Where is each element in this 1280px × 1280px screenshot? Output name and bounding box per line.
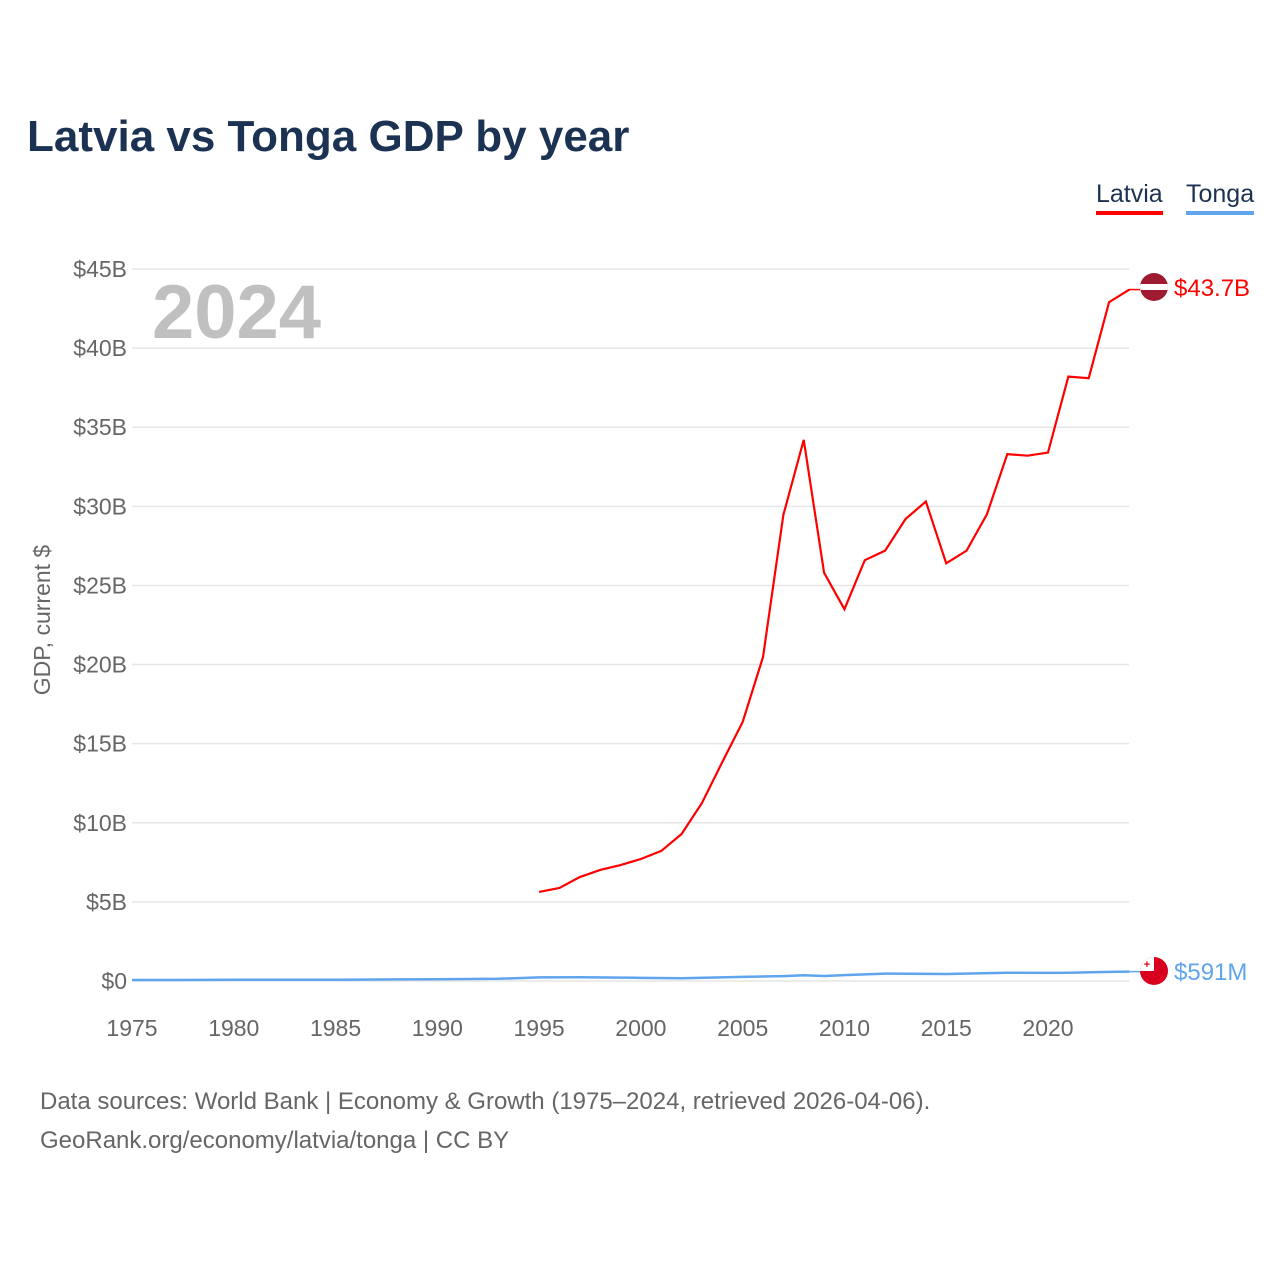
legend-tonga[interactable]: Tonga [1186,180,1255,215]
end-label-latvia: $43.7B [1174,275,1250,302]
source-text: Data sources: World Bank | Economy & Gro… [40,1088,931,1115]
year-watermark: 2024 [152,270,321,355]
y-tick-label: $40B [73,335,127,361]
x-tick-label: 2005 [717,1015,768,1041]
x-tick-label: 1995 [514,1015,565,1041]
y-tick-label: $45B [73,256,127,282]
y-tick-label: $15B [73,731,127,757]
y-tick-label: $10B [73,810,127,836]
y-tick-label: $0 [101,968,127,994]
y-tick-label: $30B [73,493,127,519]
y-axis-label: GDP, current $ [29,545,55,696]
legend-latvia[interactable]: Latvia [1096,180,1163,215]
x-tick-label: 1990 [412,1015,463,1041]
series-line-latvia [538,288,1131,894]
x-tick-label: 1985 [310,1015,361,1041]
y-tick-label: $35B [73,414,127,440]
x-tick-label: 2010 [819,1015,870,1041]
flag-cross: + [1144,959,1150,971]
x-tick-label: 2000 [615,1015,666,1041]
x-tick-label: 2020 [1022,1015,1073,1041]
x-tick-label: 1980 [208,1015,259,1041]
series-line-tonga [132,970,1130,982]
y-tick-label: $25B [73,572,127,598]
y-tick-label: $20B [73,652,127,678]
footer: Data sources: World Bank | Economy & Gro… [40,1082,930,1160]
end-label-tonga: $591M [1174,959,1247,986]
source-link[interactable]: GeoRank.org/economy/latvia/tonga | CC BY [40,1127,510,1154]
x-tick-label: 1975 [106,1015,157,1041]
x-tick-label: 2015 [921,1015,972,1041]
y-tick-label: $5B [86,889,127,915]
flag-stripe [1140,284,1168,290]
chart-title: Latvia vs Tonga GDP by year [27,112,630,161]
